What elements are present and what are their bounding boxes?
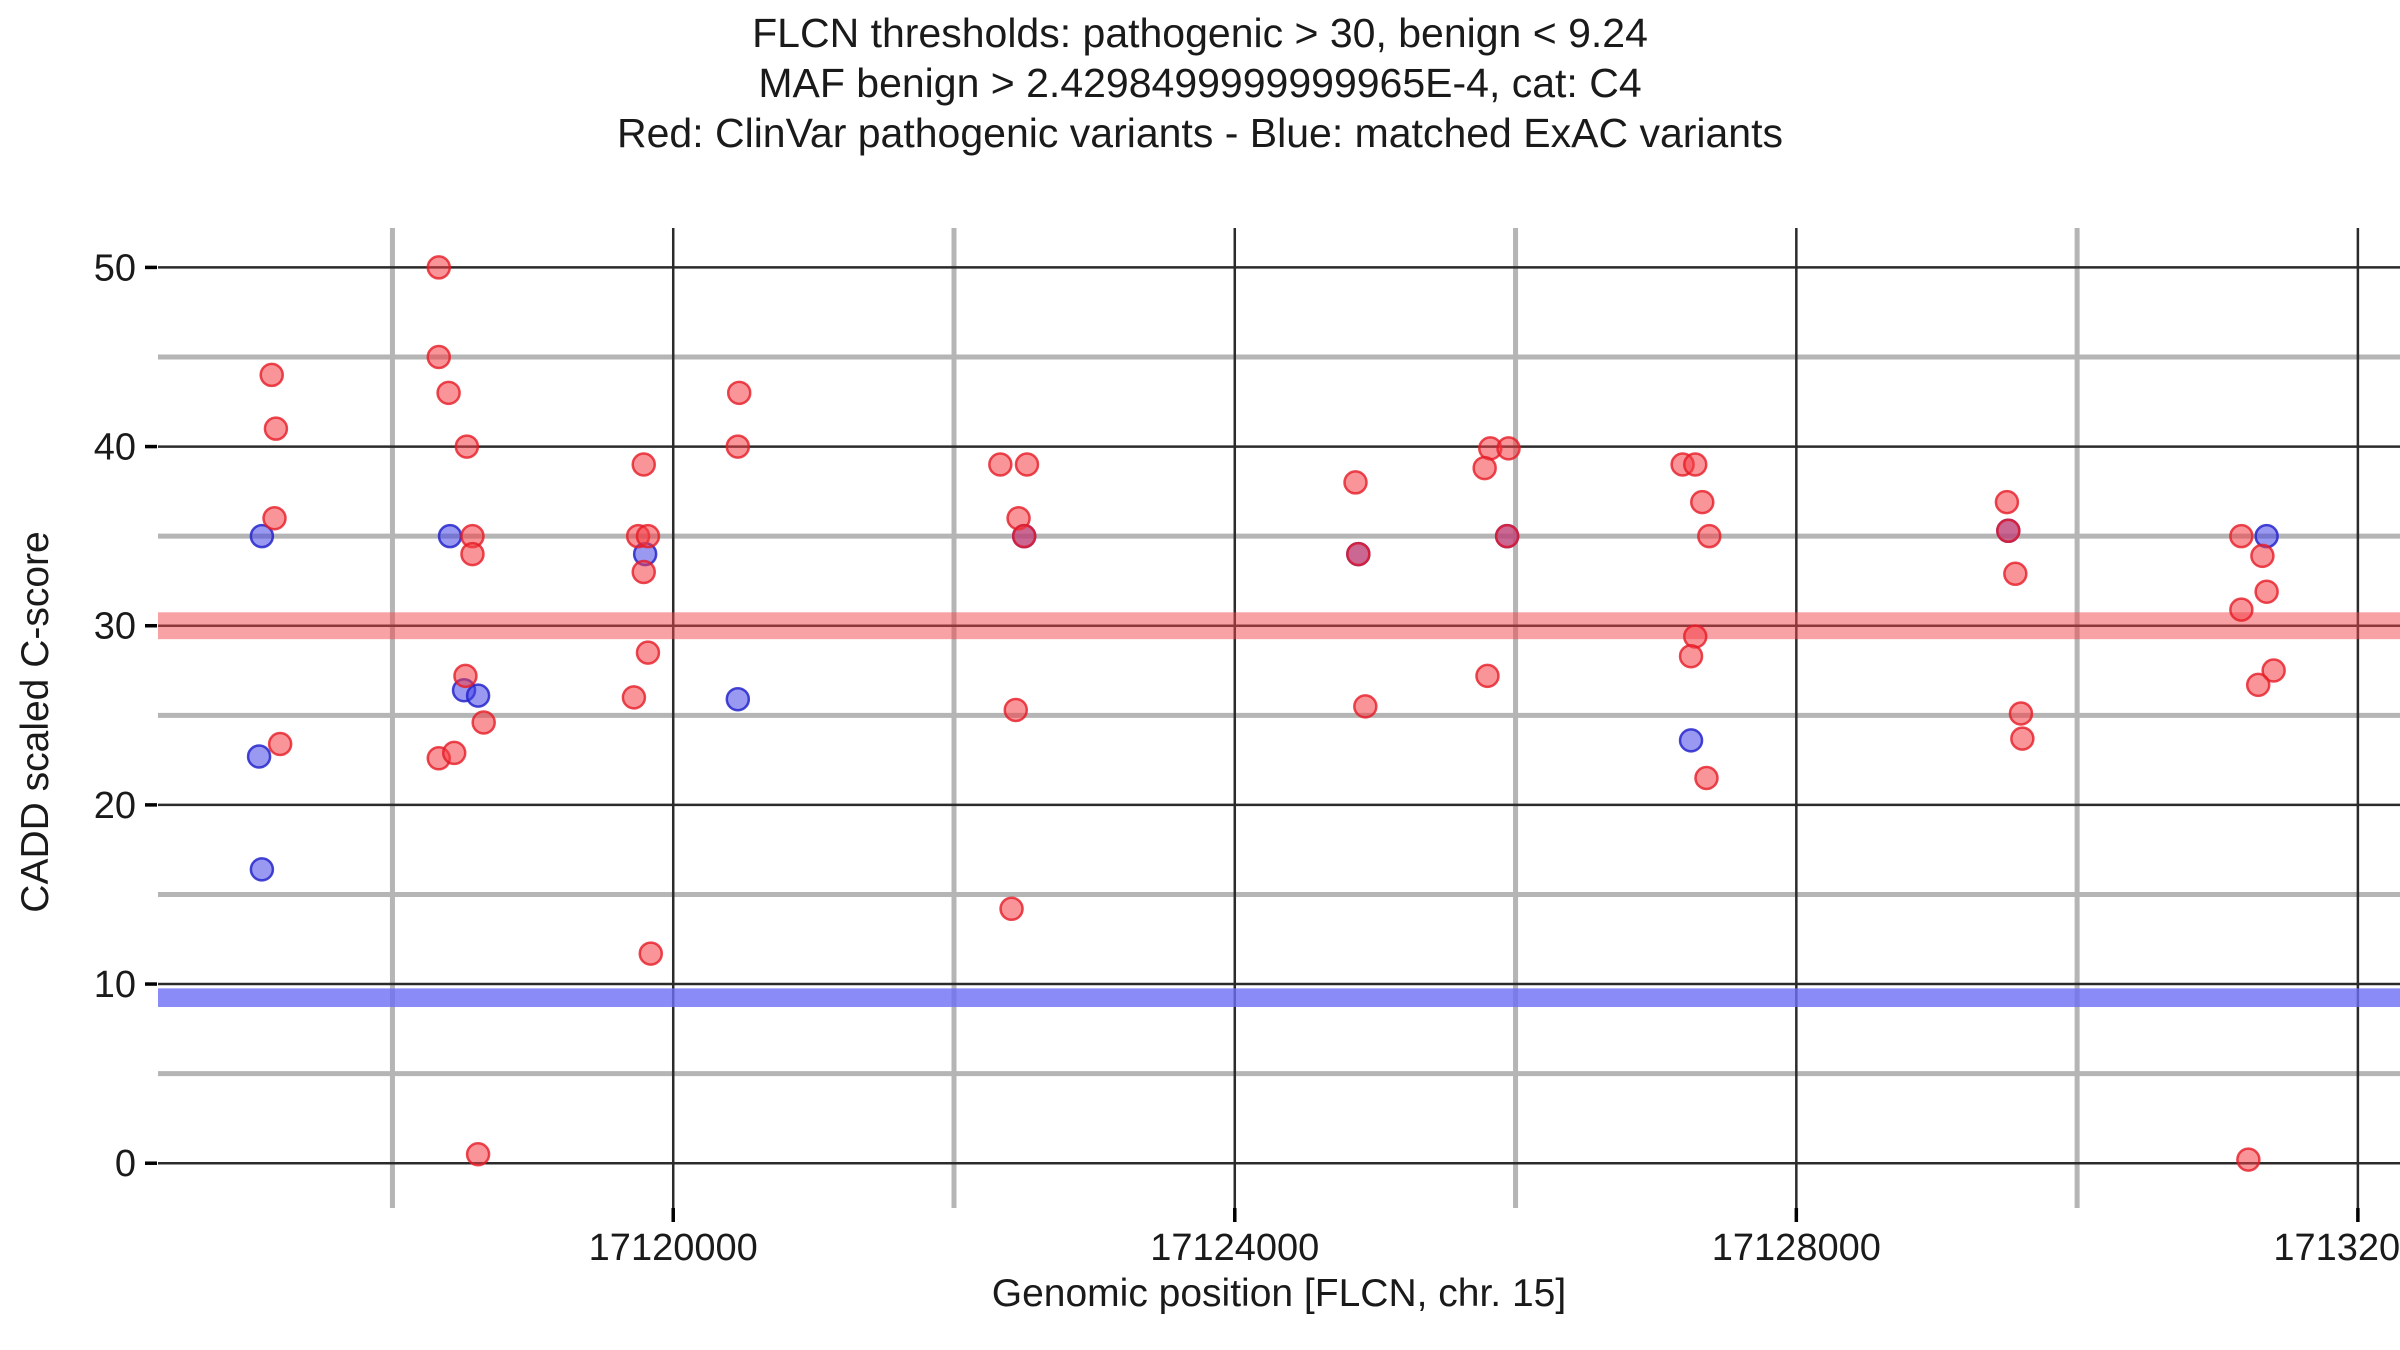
y-tick-label: 40 — [94, 427, 136, 469]
data-point-red — [1494, 523, 1520, 549]
chart-title-line-1: FLCN thresholds: pathogenic > 30, benign… — [752, 10, 1648, 56]
x-tick-label: 17120000 — [589, 1227, 758, 1269]
data-point-red — [262, 505, 287, 531]
data-point-red — [1014, 452, 1040, 477]
series-clinvar-red — [259, 255, 2286, 1172]
data-point-red — [631, 452, 656, 477]
data-point-red — [1343, 470, 1368, 495]
data-point-red — [426, 255, 452, 280]
data-point-red — [1472, 455, 1497, 481]
data-point-red — [2229, 597, 2254, 622]
series-exac-blue — [246, 518, 2279, 882]
data-point-red — [2254, 579, 2279, 604]
chart-title: FLCN thresholds: pathogenic > 30, benign… — [0, 8, 2400, 158]
data-point-red — [1003, 697, 1029, 723]
benign-threshold-band — [158, 988, 2400, 1007]
y-tick-label: 10 — [94, 964, 136, 1006]
data-point-blue — [1678, 728, 1704, 753]
data-point-red — [725, 434, 751, 459]
data-point-red — [1346, 541, 1371, 567]
data-point-red — [263, 416, 289, 441]
data-point-red — [1694, 765, 1719, 791]
data-point-red — [267, 731, 293, 757]
axis-ticks: 0 10 20 30 40 50 17120000 17124000 17128000 17132… — [94, 247, 2400, 1269]
data-point-red — [988, 452, 1013, 477]
data-point-blue — [246, 744, 272, 769]
data-point-red — [1475, 663, 1500, 689]
data-point-red — [441, 740, 467, 766]
data-point-blue — [465, 683, 491, 708]
data-point-red — [631, 559, 656, 585]
data-point-red — [2003, 561, 2028, 587]
y-tick-label: 30 — [94, 606, 136, 648]
data-point-red — [635, 523, 661, 549]
data-point-blue — [249, 857, 275, 882]
data-point-red — [1690, 489, 1715, 515]
data-point-red — [1996, 518, 2021, 544]
data-point-red — [1697, 523, 1722, 549]
data-point-red — [1683, 452, 1708, 477]
y-tick-label: 0 — [115, 1143, 136, 1185]
pathogenic-threshold-band — [158, 612, 2400, 640]
data-point-red — [471, 710, 496, 735]
data-point-red — [621, 685, 647, 710]
chart-title-line-3: Red: ClinVar pathogenic variants - Blue:… — [616, 110, 1784, 156]
data-point-red — [465, 1142, 491, 1167]
x-tick-label: 17132000 — [2273, 1227, 2400, 1269]
data-point-blue — [725, 686, 751, 712]
data-point-red — [726, 380, 752, 406]
minor-gridlines — [158, 228, 2400, 1208]
data-point-red — [1683, 624, 1708, 649]
data-point-red — [453, 663, 478, 689]
data-point-red — [2008, 701, 2034, 726]
data-point-red — [2236, 1147, 2261, 1172]
data-point-blue — [437, 523, 463, 549]
data-point-red — [2245, 672, 2271, 698]
data-point-red — [259, 362, 284, 388]
x-tick-label: 17124000 — [1150, 1227, 1319, 1269]
chart-title-line-2: MAF benign > 2.4298499999999965E-4, cat:… — [758, 60, 1642, 106]
data-point-red — [1994, 489, 2020, 515]
data-point-red — [1011, 523, 1037, 549]
y-tick-label: 50 — [94, 247, 136, 289]
data-point-red — [2229, 523, 2254, 549]
data-point-red — [635, 640, 661, 665]
data-point-red — [638, 941, 664, 966]
data-point-red — [436, 380, 461, 406]
data-point-red — [2261, 658, 2286, 683]
data-point-red — [460, 541, 485, 567]
data-point-blue — [249, 523, 275, 549]
data-point-red — [1496, 436, 1521, 461]
data-point-blue — [2254, 523, 2279, 549]
data-point-red — [1678, 643, 1704, 669]
data-point-red — [999, 896, 1024, 922]
data-point-red — [2250, 543, 2275, 569]
threshold-bands — [158, 612, 2400, 1007]
data-point-red — [454, 434, 480, 459]
data-point-red — [2010, 726, 2035, 751]
data-point-red — [426, 344, 452, 370]
x-tick-label: 17128000 — [1712, 1227, 1881, 1269]
y-tick-label: 20 — [94, 785, 136, 827]
x-axis-title: Genomic position [FLCN, chr. 15] — [991, 1272, 1567, 1315]
data-point-red — [1353, 694, 1378, 719]
